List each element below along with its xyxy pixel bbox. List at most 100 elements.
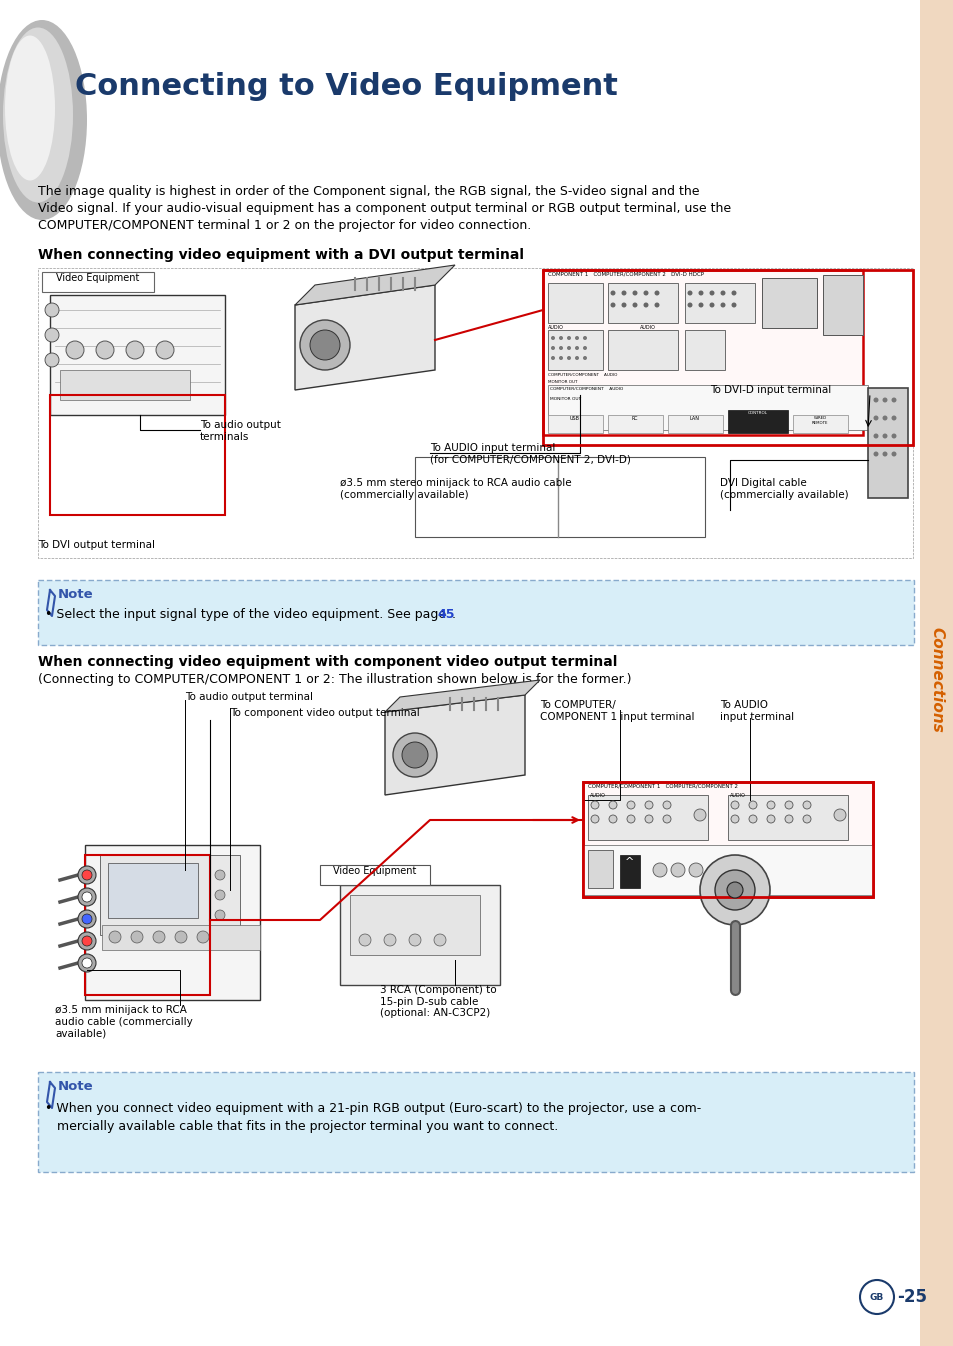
Circle shape — [632, 303, 637, 307]
Circle shape — [78, 910, 96, 927]
Circle shape — [644, 814, 652, 822]
Circle shape — [662, 801, 670, 809]
Circle shape — [766, 814, 774, 822]
FancyBboxPatch shape — [587, 851, 613, 888]
Text: COMPONENT 1   COMPUTER/COMPONENT 2   DVI-D HDCP: COMPONENT 1 COMPUTER/COMPONENT 2 DVI-D H… — [547, 272, 703, 277]
Text: COMPUTER/COMPONENT    AUDIO: COMPUTER/COMPONENT AUDIO — [547, 373, 617, 377]
Circle shape — [551, 355, 555, 359]
FancyBboxPatch shape — [50, 295, 225, 415]
Circle shape — [582, 355, 586, 359]
FancyBboxPatch shape — [919, 0, 953, 1346]
Circle shape — [802, 801, 810, 809]
Circle shape — [96, 341, 113, 359]
Circle shape — [566, 346, 571, 350]
FancyBboxPatch shape — [587, 795, 707, 840]
FancyBboxPatch shape — [108, 863, 198, 918]
Text: To AUDIO input terminal
(for COMPUTER/COMPONENT 2, DVI-D): To AUDIO input terminal (for COMPUTER/CO… — [430, 443, 630, 464]
Circle shape — [720, 303, 724, 307]
FancyBboxPatch shape — [339, 886, 499, 985]
Text: COMPUTER/COMPONENT terminal 1 or 2 on the projector for video connection.: COMPUTER/COMPONENT terminal 1 or 2 on th… — [38, 219, 531, 232]
Circle shape — [890, 416, 896, 420]
FancyBboxPatch shape — [38, 580, 913, 645]
Circle shape — [558, 336, 562, 341]
Circle shape — [882, 451, 886, 456]
Text: Video Equipment: Video Equipment — [333, 865, 416, 876]
FancyBboxPatch shape — [350, 895, 479, 956]
Text: 45: 45 — [436, 608, 454, 621]
Circle shape — [126, 341, 144, 359]
Circle shape — [698, 291, 702, 296]
Ellipse shape — [5, 35, 55, 180]
Text: ø3.5 mm stereo minijack to RCA audio cable
(commercially available): ø3.5 mm stereo minijack to RCA audio cab… — [339, 478, 571, 499]
Circle shape — [748, 814, 757, 822]
Circle shape — [873, 397, 878, 402]
Circle shape — [670, 863, 684, 878]
Circle shape — [748, 801, 757, 809]
Circle shape — [409, 934, 420, 946]
FancyBboxPatch shape — [42, 272, 153, 292]
Circle shape — [566, 355, 571, 359]
Circle shape — [82, 935, 91, 946]
Text: CONTROL: CONTROL — [747, 411, 767, 415]
Circle shape — [698, 303, 702, 307]
Circle shape — [610, 303, 615, 307]
Circle shape — [575, 336, 578, 341]
Text: Video Equipment: Video Equipment — [56, 273, 139, 283]
Circle shape — [434, 934, 446, 946]
Text: ø3.5 mm minijack to RCA
audio cable (commercially
available): ø3.5 mm minijack to RCA audio cable (com… — [55, 1005, 193, 1038]
Text: To audio output terminal: To audio output terminal — [185, 692, 313, 703]
FancyBboxPatch shape — [38, 1071, 913, 1172]
Circle shape — [582, 336, 586, 341]
Text: Note: Note — [58, 1079, 93, 1093]
Polygon shape — [294, 285, 435, 390]
Text: 3 RCA (Component) to
15-pin D-sub cable
(optional: AN-C3CP2): 3 RCA (Component) to 15-pin D-sub cable … — [379, 985, 497, 1018]
Text: .: . — [452, 608, 456, 621]
Circle shape — [654, 303, 659, 307]
Circle shape — [730, 814, 739, 822]
Text: AUDIO: AUDIO — [547, 324, 563, 330]
Circle shape — [643, 303, 648, 307]
Circle shape — [709, 303, 714, 307]
Text: USB: USB — [569, 416, 579, 421]
Circle shape — [78, 954, 96, 972]
Circle shape — [82, 914, 91, 923]
Circle shape — [890, 433, 896, 439]
Polygon shape — [385, 680, 539, 712]
Polygon shape — [294, 265, 455, 306]
Polygon shape — [385, 695, 524, 795]
Circle shape — [890, 451, 896, 456]
Text: DVI Digital cable
(commercially available): DVI Digital cable (commercially availabl… — [720, 478, 848, 499]
Circle shape — [662, 814, 670, 822]
Circle shape — [859, 1280, 893, 1314]
Ellipse shape — [0, 20, 87, 219]
FancyBboxPatch shape — [542, 271, 862, 435]
Text: RC: RC — [631, 416, 638, 421]
Circle shape — [626, 801, 635, 809]
Circle shape — [882, 416, 886, 420]
Circle shape — [310, 330, 339, 359]
Text: COMPUTER/COMPONENT 1   COMPUTER/COMPONENT 2: COMPUTER/COMPONENT 1 COMPUTER/COMPONENT … — [587, 783, 738, 789]
Circle shape — [644, 801, 652, 809]
Circle shape — [693, 809, 705, 821]
FancyBboxPatch shape — [619, 855, 639, 888]
Circle shape — [131, 931, 143, 944]
FancyBboxPatch shape — [547, 283, 602, 323]
Circle shape — [784, 814, 792, 822]
Ellipse shape — [3, 27, 73, 202]
FancyBboxPatch shape — [547, 330, 602, 370]
Circle shape — [632, 291, 637, 296]
Circle shape — [358, 934, 371, 946]
Circle shape — [66, 341, 84, 359]
Text: Connections: Connections — [928, 627, 943, 734]
FancyBboxPatch shape — [582, 782, 872, 896]
FancyBboxPatch shape — [727, 411, 787, 433]
Circle shape — [873, 433, 878, 439]
FancyBboxPatch shape — [684, 283, 754, 323]
Circle shape — [610, 291, 615, 296]
Text: LAN: LAN — [689, 416, 700, 421]
Circle shape — [299, 320, 350, 370]
Circle shape — [196, 931, 209, 944]
Circle shape — [620, 291, 626, 296]
Circle shape — [174, 931, 187, 944]
FancyBboxPatch shape — [102, 925, 260, 950]
